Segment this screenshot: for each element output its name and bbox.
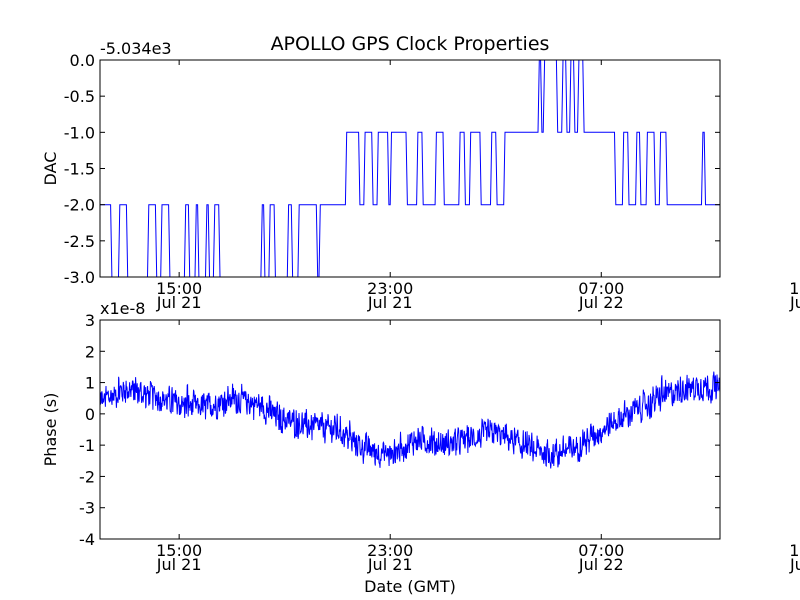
phase-ytick-label: -2 <box>79 467 95 486</box>
phase-ylabel: Phase (s) <box>41 393 60 467</box>
phase-ytick-label: -3 <box>79 499 95 518</box>
dac-offset-label: -5.034e3 <box>100 39 172 58</box>
phase-xtick-label-date: Jul 21 <box>367 555 413 574</box>
dac-ytick-label: -1.0 <box>64 123 95 142</box>
phase-xlabel: Date (GMT) <box>364 577 456 596</box>
dac-ytick-label: -1.5 <box>64 160 95 179</box>
dac-ytick-label: -2.5 <box>64 232 95 251</box>
phase-ytick-label: -1 <box>79 436 95 455</box>
dac-ytick-label: -0.5 <box>64 87 95 106</box>
dac-xtick-label-date: Jul 21 <box>156 293 202 312</box>
dac-ytick-label: -3.0 <box>64 268 95 287</box>
phase-xtick-label-time: 23:00 <box>367 541 413 560</box>
dac-xtick-label-date: Jul 21 <box>367 293 413 312</box>
phase-axes-frame <box>99 319 721 540</box>
dac-xtick-label-time: 15:00 <box>156 279 202 298</box>
phase-xtick-label-time: 07:00 <box>578 541 624 560</box>
phase-xtick-label-date: Jul 22 <box>789 555 800 574</box>
phase-ytick-label: 2 <box>85 342 95 361</box>
phase-xtick-label-date: Jul 22 <box>578 555 624 574</box>
phase-ytick-label: 0 <box>85 405 95 424</box>
phase-offset-label: x1e-8 <box>100 299 145 318</box>
phase-xtick-label-time: 15:00 <box>789 541 800 560</box>
phase-ytick-label: 3 <box>85 311 95 330</box>
phase-xtick-label-date: Jul 21 <box>156 555 202 574</box>
phase-series-line <box>100 371 720 469</box>
phase-ytick-label: 1 <box>85 374 95 393</box>
dac-ylabel: DAC <box>41 152 60 186</box>
phase-ytick-label: -4 <box>79 530 95 549</box>
dac-ytick-label: -2.0 <box>64 196 95 215</box>
dac-ytick-label: 0.0 <box>70 51 95 70</box>
phase-xtick-label-time: 15:00 <box>156 541 202 560</box>
chart-title: APOLLO GPS Clock Properties <box>271 33 550 55</box>
dac-xtick-label-time: 23:00 <box>367 279 413 298</box>
dac-series-line <box>100 60 720 277</box>
dac-xtick-label-date: Jul 22 <box>578 293 624 312</box>
dac-xtick-label-time: 15:00 <box>789 279 800 298</box>
dac-xtick-label-date: Jul 22 <box>789 293 800 312</box>
dac-xtick-label-time: 07:00 <box>578 279 624 298</box>
